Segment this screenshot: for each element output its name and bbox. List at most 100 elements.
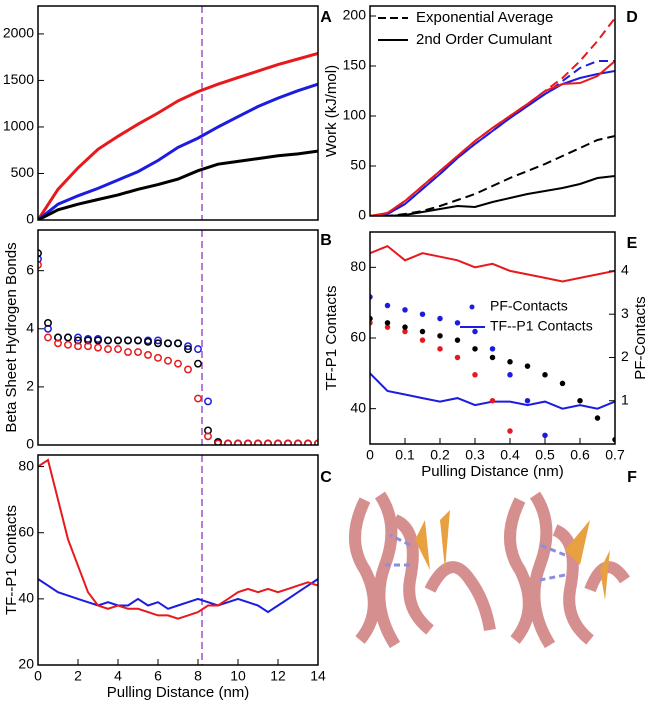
data-point	[164, 356, 172, 365]
data-point	[154, 336, 162, 345]
data-point	[144, 350, 152, 359]
data-point	[38, 255, 42, 264]
data-point	[524, 363, 531, 369]
y-tick-label: 2000	[3, 25, 34, 41]
series-line	[370, 244, 615, 283]
x-tick-label: 12	[270, 668, 286, 684]
data-point	[489, 354, 496, 361]
data-point	[489, 397, 496, 404]
data-point	[104, 336, 112, 345]
data-point	[507, 359, 513, 365]
plot-area	[370, 244, 615, 443]
y-tick-label: 0	[358, 207, 366, 223]
x-tick-label: 6	[154, 668, 162, 684]
data-point	[64, 333, 72, 342]
data-point	[214, 439, 222, 445]
data-point	[38, 260, 42, 269]
data-point	[204, 397, 212, 406]
plot-frame	[369, 231, 616, 445]
data-point	[44, 333, 52, 342]
legend-label: PF-Contacts	[490, 298, 568, 314]
data-point	[74, 342, 82, 351]
x-tick-label: 2	[74, 668, 82, 684]
y-tick-label: 6	[26, 261, 34, 277]
y-tick-label: 0	[26, 211, 34, 227]
y2-tick-label: 3	[621, 305, 629, 321]
x-tick-label: 4	[114, 668, 122, 684]
data-point	[44, 319, 52, 327]
data-point	[524, 397, 531, 404]
y-tick-label: 500	[11, 164, 35, 180]
data-point	[402, 307, 408, 313]
data-point	[114, 336, 122, 345]
data-point	[114, 345, 122, 354]
data-point	[54, 339, 62, 348]
y2-tick-label: 2	[621, 348, 629, 364]
data-point	[472, 346, 478, 352]
data-point	[104, 345, 112, 354]
panel-label: A	[320, 9, 332, 26]
x-tick-label: 8	[194, 668, 202, 684]
data-point	[304, 439, 312, 445]
x-axis-label: Pulling Distance (nm)	[421, 463, 564, 480]
data-point	[577, 397, 583, 404]
data-point	[284, 439, 292, 445]
data-point	[74, 333, 82, 342]
data-point	[154, 353, 162, 362]
plot-area	[38, 6, 318, 220]
data-point	[542, 432, 548, 439]
data-point	[184, 345, 192, 354]
data-point	[254, 439, 262, 445]
data-point	[384, 320, 391, 326]
data-point	[234, 439, 242, 445]
data-point	[134, 336, 142, 345]
data-point	[224, 439, 232, 445]
plot-frame	[37, 229, 319, 446]
y2-tick-label: 1	[621, 391, 629, 407]
x-tick-label: 0.3	[465, 447, 485, 463]
series-line	[38, 52, 318, 220]
data-point	[144, 337, 152, 346]
data-point	[194, 394, 202, 403]
data-point	[594, 415, 601, 421]
y-tick-label: 80	[18, 457, 34, 473]
data-point	[419, 311, 426, 317]
data-point	[124, 336, 132, 345]
series-line	[38, 82, 318, 220]
data-point	[84, 342, 92, 351]
data-point	[124, 348, 132, 356]
data-point	[489, 346, 496, 352]
plot-area	[38, 230, 318, 445]
series-line	[370, 70, 615, 216]
data-point	[437, 333, 443, 339]
data-point	[184, 342, 192, 351]
x-tick-label: 0.1	[395, 447, 415, 463]
y2-tick-label: 4	[621, 262, 629, 278]
plot-frame	[37, 5, 319, 221]
y-tick-label: 1500	[3, 71, 34, 87]
series-line	[370, 175, 615, 216]
x-tick-label: 10	[230, 668, 246, 684]
data-point	[94, 336, 102, 345]
series-line	[370, 60, 615, 216]
data-point	[154, 339, 162, 348]
data-point	[204, 432, 212, 441]
data-point	[419, 337, 426, 343]
series-line	[38, 458, 318, 620]
x-tick-label: 0.6	[570, 447, 590, 463]
y-axis-label: Beta Sheet Hydrogen Bonds	[3, 242, 20, 432]
data-point	[264, 439, 272, 445]
data-point	[454, 354, 461, 361]
y2-axis-label: PF-Contacts	[632, 296, 649, 379]
y-tick-label: 100	[343, 107, 367, 123]
plot-area	[38, 455, 318, 665]
series-line	[38, 149, 318, 220]
data-point	[134, 348, 142, 356]
panel-label: D	[626, 9, 638, 26]
data-point	[542, 372, 548, 378]
data-point	[244, 439, 252, 445]
panel-label: F	[627, 469, 637, 486]
y-tick-label: 2	[26, 378, 34, 394]
x-tick-label: 0	[366, 447, 374, 463]
